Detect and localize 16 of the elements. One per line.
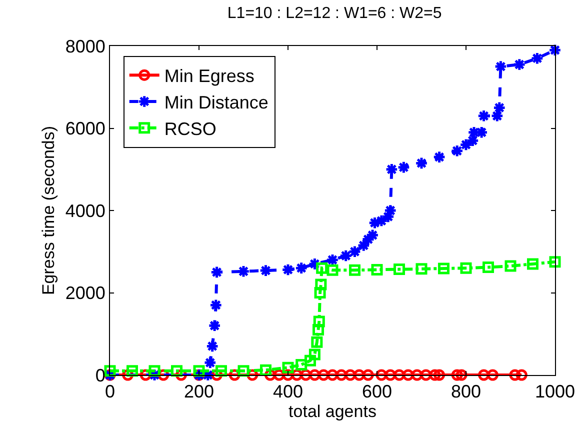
x-axis-title: total agents (288, 402, 376, 421)
legend-label: Min Egress (164, 66, 254, 86)
x-tick-label: 1000 (534, 382, 576, 402)
y-axis-title: Egress time (seconds) (38, 126, 58, 296)
y-tick-label: 8000 (65, 36, 106, 56)
y-tick-label: 0 (95, 365, 106, 386)
x-tick-label: 800 (450, 382, 482, 402)
x-tick-label: 200 (184, 382, 214, 402)
x-tick-label: 400 (272, 382, 304, 402)
legend-label: Min Distance (164, 92, 268, 112)
y-tick-label: 2000 (65, 283, 106, 304)
y-tick-label: 4000 (65, 200, 106, 221)
legend-label: RCSO (164, 118, 216, 139)
x-tick-label: 600 (362, 382, 392, 402)
y-tick-label: 6000 (65, 118, 106, 139)
chart-title: L1=10 : L2=12 : W1=6 : W2=5 (227, 4, 442, 22)
